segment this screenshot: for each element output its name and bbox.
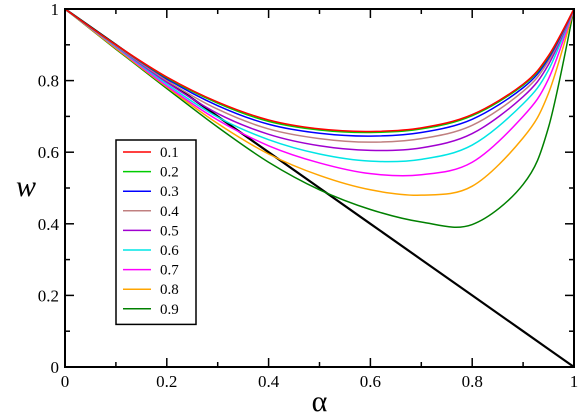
legend-label-0.8: 0.8 (160, 282, 179, 298)
x-tick-label: 0.4 (258, 372, 280, 391)
legend-label-0.1: 0.1 (160, 145, 179, 161)
y-axis-title: w (16, 170, 36, 203)
series-line-0.3 (64, 8, 575, 137)
x-axis-title: α (312, 385, 328, 415)
series-line-0.4 (64, 8, 575, 143)
series-line-0.2 (64, 8, 575, 134)
legend-label-0.3: 0.3 (160, 184, 179, 200)
legend: 0.1 0.2 0.3 0.4 0.5 0.6 0.7 0.8 0.9 (115, 139, 197, 326)
x-tick-label: 0.2 (156, 372, 177, 391)
x-tick-label: 0 (61, 372, 70, 391)
series-line-0.6 (64, 8, 575, 163)
y-tick-label: 0.6 (38, 143, 59, 162)
x-tick-label: 1 (570, 372, 579, 391)
series-line-0.1 (64, 8, 575, 133)
y-tick-label: 0.4 (38, 215, 60, 234)
legend-label-0.2: 0.2 (160, 165, 179, 181)
legend-box (115, 139, 197, 326)
y-tick-label: 0 (51, 358, 60, 377)
series-line-0.8 (64, 8, 575, 196)
series-line-0.9 (64, 8, 575, 228)
y-tick-label: 0.8 (38, 72, 59, 91)
axis-ticks: 0 0.2 0.4 0.6 0.8 1 0 0.2 0.4 0.6 0.8 1 (38, 0, 579, 391)
y-tick-label: 0.2 (38, 286, 59, 305)
legend-label-0.5: 0.5 (160, 223, 179, 239)
legend-label-0.7: 0.7 (160, 263, 179, 279)
x-tick-label: 0.6 (360, 372, 381, 391)
series-line-0.7 (64, 8, 575, 177)
legend-label-0.4: 0.4 (160, 204, 179, 220)
series-line-0.5 (64, 8, 575, 152)
series-layer (64, 8, 575, 368)
y-tick-label: 1 (51, 0, 60, 19)
legend-label-0.6: 0.6 (160, 243, 179, 259)
x-tick-label: 0.8 (462, 372, 483, 391)
legend-label-0.9: 0.9 (160, 302, 179, 318)
